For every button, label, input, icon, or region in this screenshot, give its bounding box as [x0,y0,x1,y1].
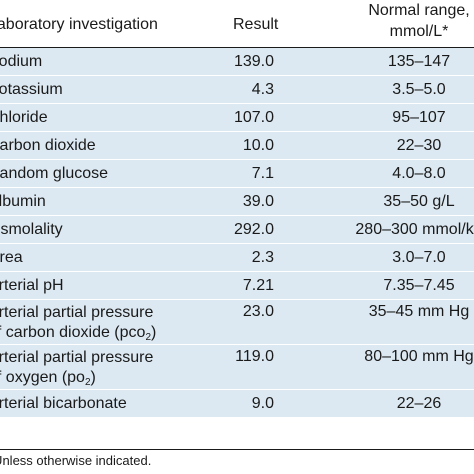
result-cell: 292.0 [233,221,274,238]
result-cell: 23.0 [242,303,274,320]
investigation-line2: of carbon dioxide (pco2) [0,324,157,343]
investigation-line1: Arterial partial pressure [0,349,154,366]
table-row: Urea 2.3 3.0–7.0 [0,244,474,272]
table-row: Albumin 39.0 35–50 g/L [0,188,474,216]
investigation-cell: Arterial bicarbonate [0,395,127,412]
investigation-cell: Urea [0,249,23,266]
result-cell: 39.0 [242,193,274,210]
investigation-cell: Osmolality [0,221,63,238]
header-result: Result [233,16,279,33]
result-cell: 107.0 [233,109,274,126]
investigation-cell: Arterial partial pressure of carbon diox… [0,303,156,348]
result-cell: 7.1 [251,165,274,182]
investigation-line1: Arterial partial pressure [0,304,154,321]
header-range-line2: mmol/L* [389,23,449,40]
result-cell: 119.0 [235,348,274,365]
result-cell: 4.3 [251,81,274,98]
header-range-line1: Normal range, [368,2,470,19]
investigation-cell: Random glucose [0,165,109,182]
table-row: Osmolality 292.0 280–300 mmol/kg [0,216,474,244]
table-body: Sodium 139.0 135–147 Potassium 4.3 3.5–5… [0,48,474,418]
range-cell: 135–147 [387,53,451,70]
result-cell: 9.0 [251,395,274,412]
range-cell: 3.0–7.0 [392,249,446,266]
table-row: Arterial partial pressure of carbon diox… [0,300,474,345]
result-cell: 139.0 [233,53,274,70]
table-row: Arterial pH 7.21 7.35–7.45 [0,272,474,300]
investigation-line2: of oxygen (po2) [0,369,96,388]
table-bottom-rule [0,449,474,450]
range-cell: 22–26 [396,395,442,412]
table-header: Laboratory investigation Result Normal r… [0,0,474,48]
range-cell: 4.0–8.0 [392,165,446,182]
range-cell: 35–45 mm Hg [368,303,470,320]
table-row: Random glucose 7.1 4.0–8.0 [0,160,474,188]
investigation-cell: Arterial pH [0,277,64,294]
investigation-cell: Chloride [0,109,48,126]
range-cell: 95–107 [392,109,446,126]
header-normal-range: Normal range, mmol/L* [340,0,474,42]
range-cell: 280–300 mmol/kg [355,221,474,238]
table-row: Potassium 4.3 3.5–5.0 [0,76,474,104]
range-cell: 22–30 [396,137,442,154]
investigation-cell: Albumin [0,193,46,210]
table-row: Carbon dioxide 10.0 22–30 [0,132,474,160]
table-row: Arterial bicarbonate 9.0 22–26 [0,390,474,418]
table-footnote: *Unless otherwise indicated. [0,453,152,468]
investigation-cell: Potassium [0,81,63,98]
investigation-cell: Carbon dioxide [0,137,96,154]
result-cell: 2.3 [251,249,274,266]
investigation-cell: Sodium [0,53,43,70]
table-row: Sodium 139.0 135–147 [0,48,474,76]
table-row: Arterial partial pressure of oxygen (po2… [0,345,474,390]
table-row: Chloride 107.0 95–107 [0,104,474,132]
investigation-cell: Arterial partial pressure of oxygen (po2… [0,348,153,393]
range-cell: 3.5–5.0 [392,81,446,98]
result-cell: 10.0 [242,137,274,154]
result-cell: 7.21 [242,277,274,294]
header-investigation: Laboratory investigation [0,16,158,33]
range-cell: 7.35–7.45 [383,277,455,294]
range-cell: 35–50 g/L [383,193,455,210]
range-cell: 80–100 mm Hg [364,348,474,365]
